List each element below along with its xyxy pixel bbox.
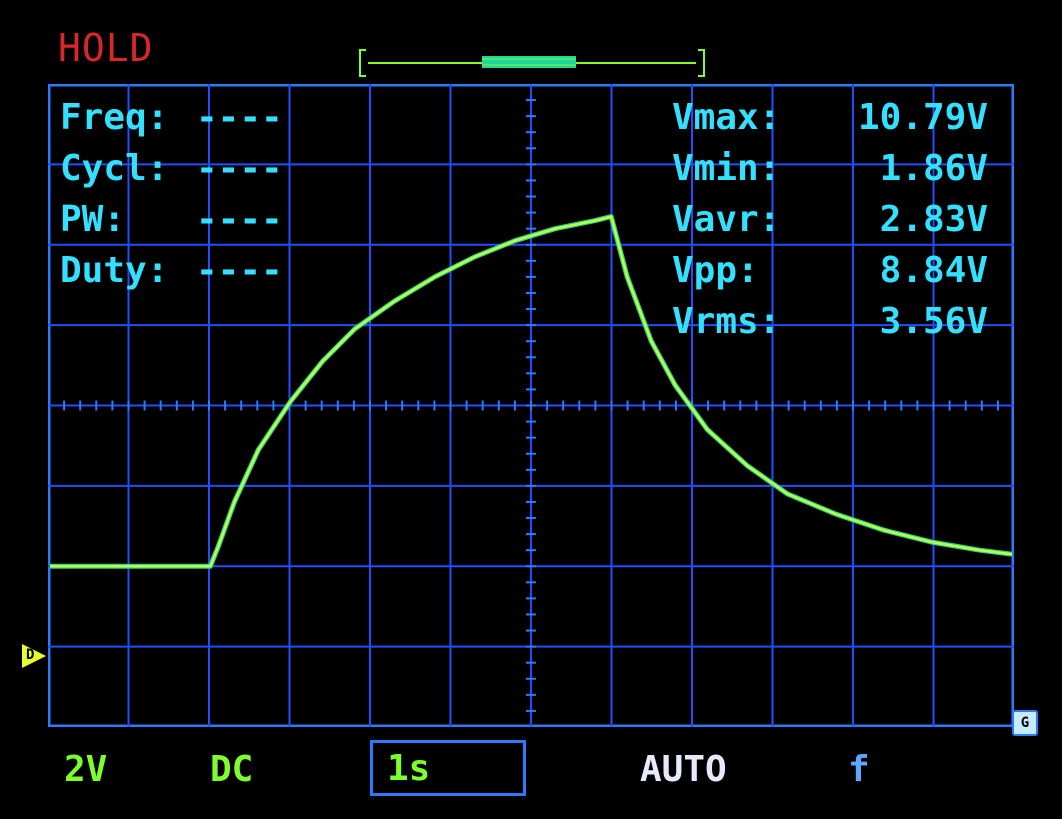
measurements-left: Freq: ---- Cycl: ---- PW: ---- Duty: ---- — [60, 92, 283, 296]
ground-marker[interactable]: G — [1012, 710, 1038, 736]
vrms-measurement: Vrms: 3.56V — [672, 301, 988, 342]
scope-display — [48, 84, 1014, 727]
vmax-measurement: Vmax: 10.79V — [672, 97, 988, 138]
vavg-measurement: Vavr: 2.83V — [672, 199, 988, 240]
volts-per-div[interactable]: 2V — [64, 749, 108, 790]
measurements-right: Vmax: 10.79V Vmin: 1.86V Vavr: 2.83V Vpp: 8.… — [672, 92, 988, 347]
memory-position-bar[interactable] — [358, 46, 706, 78]
trigger-level-marker[interactable]: D — [22, 644, 46, 668]
vmin-measurement: Vmin: 1.86V — [672, 148, 988, 189]
duty-measurement: Duty: ---- — [60, 250, 283, 291]
pulse-width-measurement: PW: ---- — [60, 199, 283, 240]
scope-graticule — [48, 84, 1014, 727]
timebase-selector[interactable]: 1s — [370, 740, 526, 796]
hold-indicator: HOLD — [58, 26, 154, 70]
trigger-mode[interactable]: AUTO — [640, 749, 727, 790]
waveform-trace — [50, 215, 1013, 568]
cycle-measurement: Cycl: ---- — [60, 148, 283, 189]
trigger-edge[interactable]: f — [848, 749, 870, 790]
coupling-mode[interactable]: DC — [210, 749, 254, 790]
vpp-measurement: Vpp: 8.84V — [672, 250, 988, 291]
freq-measurement: Freq: ---- — [60, 97, 283, 138]
